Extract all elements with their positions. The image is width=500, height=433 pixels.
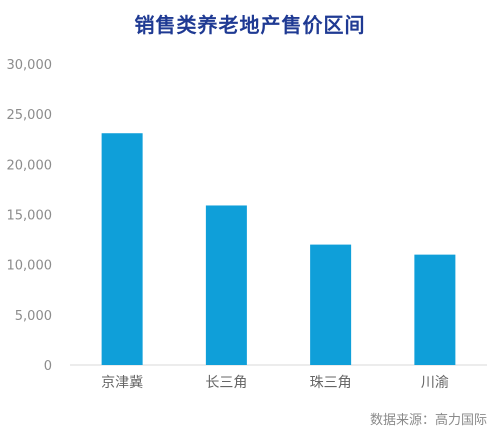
y-tick-label: 0 <box>44 359 52 374</box>
y-tick-label: 30,000 <box>7 58 53 73</box>
y-tick-label: 15,000 <box>7 209 53 224</box>
bar-1 <box>101 133 143 365</box>
source-note: 数据来源：高力国际 <box>369 413 487 428</box>
x-category-label: 川渝 <box>421 375 449 391</box>
bars <box>101 133 456 365</box>
x-category-label: 长三角 <box>205 375 247 391</box>
y-tick-label: 5,000 <box>15 309 52 324</box>
x-category-label: 京津冀 <box>101 375 143 391</box>
bar-4 <box>414 254 456 365</box>
x-axis-labels: 京津冀 长三角 珠三角 川渝 <box>101 375 449 391</box>
chart-title: 销售类养老地产售价区间 <box>134 13 366 37</box>
y-tick-label: 25,000 <box>7 108 53 123</box>
y-tick-label: 10,000 <box>7 259 53 274</box>
bar-2 <box>205 205 247 365</box>
bar-3 <box>310 244 352 365</box>
y-axis-ticks: 0 5,000 10,000 15,000 20,000 25,000 30,000 <box>7 58 53 374</box>
x-category-label: 珠三角 <box>310 375 352 391</box>
y-tick-label: 20,000 <box>7 158 53 173</box>
